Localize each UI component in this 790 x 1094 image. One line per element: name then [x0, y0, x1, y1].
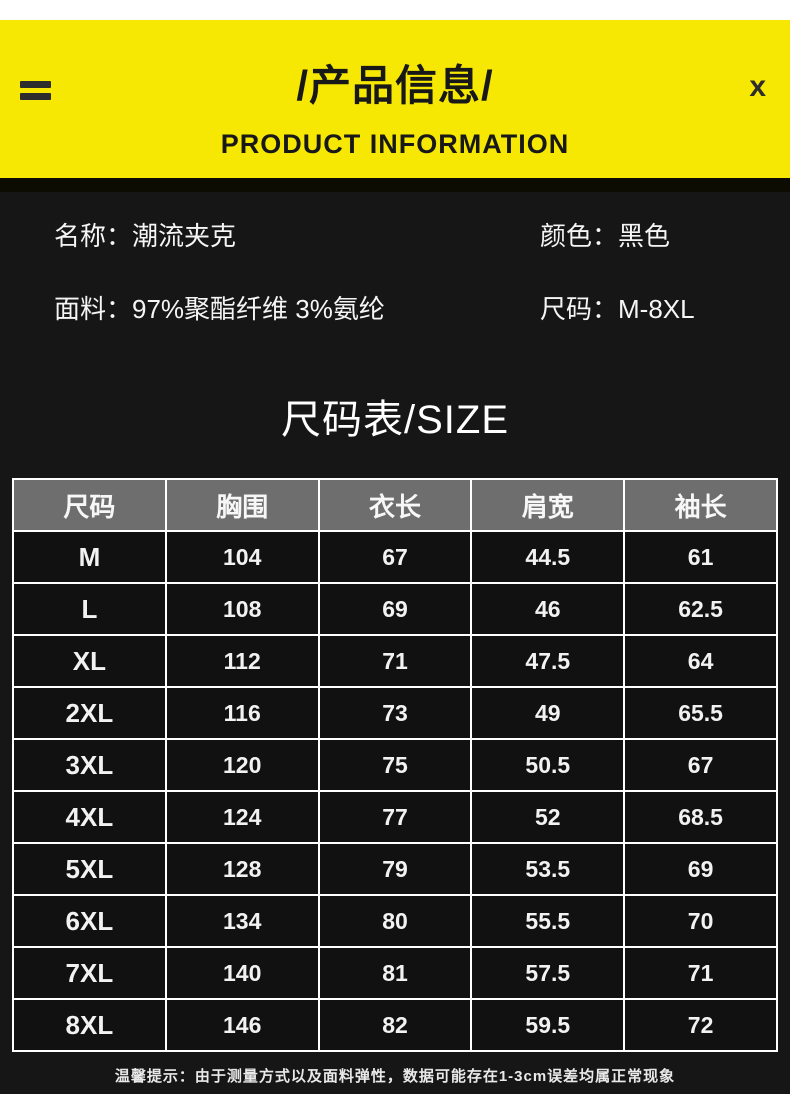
size-table: 尺码 胸围 衣长 肩宽 袖长 M 104 67 44.5 61 L 108 69 46 62.5 XL 112… [12, 478, 778, 1052]
page-title: /产品信息/ [296, 62, 494, 109]
measurement-value-cell: 140 [164, 946, 320, 1000]
size-label-cell: 7XL [12, 946, 167, 1000]
measurement-value-cell: 46 [470, 582, 626, 636]
measurement-value-cell: 47.5 [470, 634, 626, 688]
size-table-row: M 104 67 44.5 61 [12, 530, 778, 584]
product-name-field: 名称：潮流夹克 [54, 220, 540, 252]
close-icon[interactable]: x [749, 70, 766, 103]
size-label-cell: L [12, 582, 167, 636]
top-white-strip [0, 0, 790, 20]
measurement-value-cell: 67 [317, 530, 473, 584]
size-label-cell: XL [12, 634, 167, 688]
measurement-value-cell: 75 [317, 738, 473, 792]
hamburger-bar [20, 93, 51, 100]
size-table-row: 6XL 134 80 55.5 70 [12, 894, 778, 948]
size-label-cell: 3XL [12, 738, 167, 792]
size-table-header-row: 尺码 胸围 衣长 肩宽 袖长 [12, 478, 778, 532]
measurement-value-cell: 128 [164, 842, 320, 896]
field-value: 潮流夹克 [132, 221, 237, 251]
header-divider [0, 178, 790, 192]
size-table-row: L 108 69 46 62.5 [12, 582, 778, 636]
measurement-value-cell: 71 [623, 946, 778, 1000]
size-table-column-header: 肩宽 [470, 478, 626, 532]
size-table-column-header: 衣长 [317, 478, 473, 532]
measurement-value-cell: 124 [164, 790, 320, 844]
size-table-title: 尺码表/SIZE [280, 398, 510, 442]
product-size-range-field: 尺码：M-8XL [540, 293, 770, 325]
measurement-value-cell: 69 [317, 582, 473, 636]
size-label-cell: 5XL [12, 842, 167, 896]
measurement-value-cell: 70 [623, 894, 778, 948]
measurement-value-cell: 52 [470, 790, 626, 844]
size-label-cell: 4XL [12, 790, 167, 844]
measurement-value-cell: 77 [317, 790, 473, 844]
measurement-value-cell: 146 [164, 998, 320, 1052]
measurement-value-cell: 59.5 [470, 998, 626, 1052]
size-table-row: 4XL 124 77 52 68.5 [12, 790, 778, 844]
measurement-value-cell: 134 [164, 894, 320, 948]
size-table-row: 7XL 140 81 57.5 71 [12, 946, 778, 1000]
size-table-row: 2XL 116 73 49 65.5 [12, 686, 778, 740]
measurement-value-cell: 73 [317, 686, 473, 740]
measurement-value-cell: 112 [164, 634, 320, 688]
field-label: 名称： [54, 221, 133, 251]
measurement-value-cell: 61 [623, 530, 778, 584]
measurement-value-cell: 80 [317, 894, 473, 948]
field-label: 尺码： [540, 294, 619, 324]
size-table-row: XL 112 71 47.5 64 [12, 634, 778, 688]
measurement-value-cell: 116 [164, 686, 320, 740]
measurement-value-cell: 82 [317, 998, 473, 1052]
measurement-disclaimer-note: 温馨提示：由于测量方式以及面料弹性，数据可能存在1-3cm误差均属正常现象 [114, 1068, 676, 1085]
measurement-value-cell: 65.5 [623, 686, 778, 740]
measurement-value-cell: 79 [317, 842, 473, 896]
product-info-section: 名称：潮流夹克 颜色：黑色 面料：97%聚酯纤维 3%氨纶 尺码：M-8XL [0, 192, 790, 325]
measurement-value-cell: 67 [623, 738, 778, 792]
measurement-value-cell: 64 [623, 634, 778, 688]
measurement-value-cell: 108 [164, 582, 320, 636]
hamburger-bar [20, 81, 51, 88]
size-table-row: 5XL 128 79 53.5 69 [12, 842, 778, 896]
field-value: 97%聚酯纤维 3%氨纶 [132, 294, 385, 324]
measurement-value-cell: 53.5 [470, 842, 626, 896]
size-table-column-header: 袖长 [623, 478, 778, 532]
measurement-value-cell: 62.5 [623, 582, 778, 636]
field-label: 颜色： [540, 221, 619, 251]
field-label: 面料： [54, 294, 133, 324]
measurement-value-cell: 68.5 [623, 790, 778, 844]
field-value: 黑色 [618, 221, 671, 251]
field-value: M-8XL [618, 294, 695, 324]
measurement-value-cell: 50.5 [470, 738, 626, 792]
measurement-value-cell: 104 [164, 530, 320, 584]
header-banner: /产品信息/ PRODUCT INFORMATION x [0, 20, 790, 178]
measurement-value-cell: 120 [164, 738, 320, 792]
size-label-cell: 6XL [12, 894, 167, 948]
info-row: 面料：97%聚酯纤维 3%氨纶 尺码：M-8XL [54, 293, 770, 325]
size-table-row: 3XL 120 75 50.5 67 [12, 738, 778, 792]
size-table-column-header: 胸围 [164, 478, 320, 532]
hamburger-menu-icon[interactable] [20, 81, 51, 100]
size-table-column-header: 尺码 [12, 478, 167, 532]
size-label-cell: M [12, 530, 167, 584]
product-fabric-field: 面料：97%聚酯纤维 3%氨纶 [54, 293, 540, 325]
size-table-row: 8XL 146 82 59.5 72 [12, 998, 778, 1052]
measurement-value-cell: 44.5 [470, 530, 626, 584]
measurement-value-cell: 72 [623, 998, 778, 1052]
measurement-value-cell: 57.5 [470, 946, 626, 1000]
measurement-value-cell: 55.5 [470, 894, 626, 948]
page-subtitle: PRODUCT INFORMATION [220, 129, 570, 159]
measurement-value-cell: 69 [623, 842, 778, 896]
measurement-value-cell: 71 [317, 634, 473, 688]
size-label-cell: 2XL [12, 686, 167, 740]
measurement-value-cell: 81 [317, 946, 473, 1000]
measurement-value-cell: 49 [470, 686, 626, 740]
info-row: 名称：潮流夹克 颜色：黑色 [54, 220, 770, 252]
size-label-cell: 8XL [12, 998, 167, 1052]
product-color-field: 颜色：黑色 [540, 220, 770, 252]
